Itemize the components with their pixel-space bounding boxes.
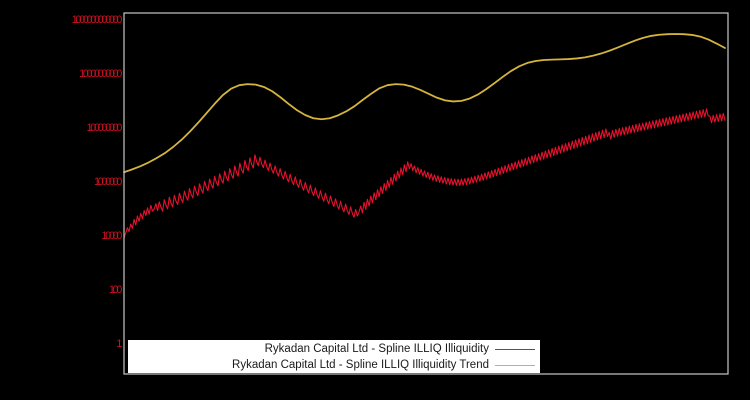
series-illiquidity-trend-line <box>123 33 726 174</box>
legend-swatch-illiquidity <box>495 348 535 350</box>
legend-label-illiquidity: Rykadan Capital Ltd - Spline ILLIQ Illiq… <box>264 343 489 355</box>
legend-entry-illiquidity[interactable]: Rykadan Capital Ltd - Spline ILLIQ Illiq… <box>129 341 539 357</box>
y-axis-tick-label: 1 <box>116 338 122 350</box>
chart-legend[interactable]: Rykadan Capital Ltd - Spline ILLIQ Illiq… <box>128 340 540 373</box>
legend-entry-illiquidity-trend[interactable]: Rykadan Capital Ltd - Spline ILLIQ Illiq… <box>129 357 539 373</box>
plot-background <box>124 13 728 374</box>
legend-swatch-illiquidity-trend <box>495 364 535 366</box>
y-axis-tick-label: 10000 <box>101 230 122 242</box>
y-axis-tick-label: 1000000000000 <box>71 14 123 26</box>
legend-label-illiquidity-trend: Rykadan Capital Ltd - Spline ILLIQ Illiq… <box>232 359 489 371</box>
y-axis-tick-label: 1000000 <box>93 176 122 188</box>
y-axis-tick-label: 10000000000 <box>79 68 122 80</box>
series-illiquidity-line <box>123 108 726 239</box>
y-axis-tick-label: 100 <box>108 284 123 296</box>
y-axis-tick-label: 100000000 <box>86 122 123 134</box>
plot-frame-border <box>123 12 729 375</box>
